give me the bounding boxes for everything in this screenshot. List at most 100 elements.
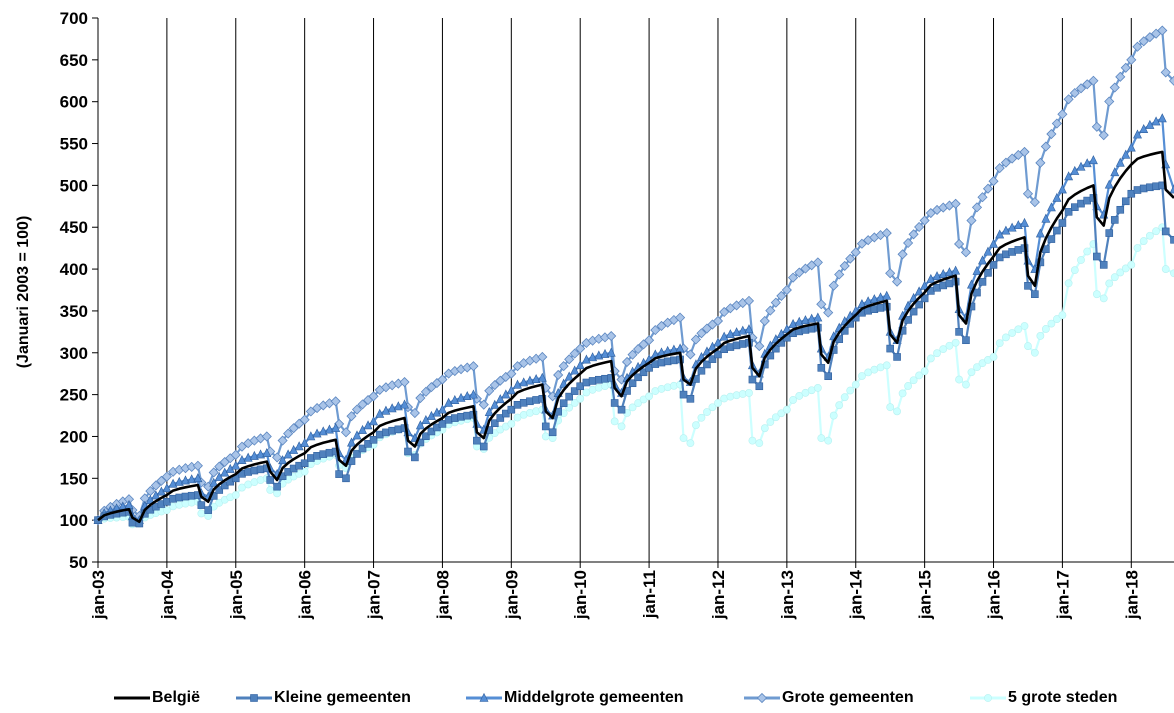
data-point — [156, 475, 167, 486]
data-point — [351, 404, 363, 415]
data-point — [335, 470, 343, 478]
data-point — [782, 405, 791, 414]
vertical-gridlines — [166, 18, 1132, 562]
data-point — [558, 361, 569, 372]
data-point — [1139, 237, 1148, 245]
data-point — [193, 473, 203, 483]
data-point — [1008, 329, 1017, 337]
y-axis-label: (Januari 2003 = 100) — [15, 216, 32, 369]
data-point — [209, 477, 219, 487]
data-point — [978, 255, 987, 265]
data-point — [639, 368, 648, 377]
data-point — [926, 273, 936, 283]
data-point — [914, 286, 924, 296]
data-point — [610, 417, 619, 426]
data-point — [506, 385, 516, 395]
data-point — [1007, 153, 1018, 164]
data-point — [812, 257, 823, 268]
data-point — [346, 411, 357, 422]
data-point — [1051, 118, 1062, 129]
data-point — [1024, 342, 1032, 350]
x-tick-label: jan-13 — [778, 570, 797, 620]
data-point — [1127, 260, 1136, 269]
data-point — [1058, 311, 1067, 320]
data-point — [570, 365, 580, 375]
data-point — [824, 372, 832, 381]
data-point — [1133, 244, 1142, 252]
data-point — [834, 269, 845, 280]
data-point — [538, 394, 547, 403]
data-point — [1075, 83, 1087, 94]
data-point — [272, 452, 283, 463]
data-point — [559, 378, 569, 388]
data-point — [770, 297, 781, 308]
y-tick-label: 450 — [60, 218, 88, 237]
data-point — [973, 363, 981, 372]
data-point — [882, 361, 891, 370]
data-point — [553, 369, 564, 381]
data-point — [972, 265, 982, 275]
data-point — [690, 334, 701, 345]
data-point — [331, 422, 341, 432]
x-tick-label: jan-15 — [916, 570, 935, 620]
data-point — [971, 202, 983, 213]
data-point — [420, 386, 431, 397]
data-point — [266, 486, 275, 494]
data-point — [903, 237, 914, 249]
data-point — [697, 366, 706, 375]
data-point — [300, 467, 309, 476]
data-point — [851, 380, 860, 389]
data-point — [1160, 67, 1171, 78]
legend-item: Kleine gemeenten — [236, 686, 411, 710]
data-point — [513, 379, 523, 389]
data-point — [634, 399, 642, 407]
data-point — [548, 428, 557, 437]
data-point — [324, 424, 334, 434]
x-tick-label: jan-08 — [433, 570, 452, 620]
data-point — [708, 355, 717, 363]
data-point — [966, 215, 977, 226]
data-point — [881, 228, 892, 239]
data-point — [977, 192, 988, 203]
data-point — [1126, 142, 1136, 152]
data-point — [468, 389, 478, 399]
data-point — [1120, 62, 1131, 73]
data-point — [537, 351, 548, 363]
data-point — [484, 407, 494, 416]
series-grote-gemeenten — [92, 25, 1174, 526]
data-point — [920, 280, 930, 290]
data-point — [893, 353, 901, 361]
data-point — [1036, 332, 1045, 340]
data-point — [962, 336, 970, 345]
data-point — [576, 394, 585, 403]
data-point — [714, 350, 722, 359]
axes — [97, 18, 1174, 563]
data-point — [909, 292, 919, 302]
data-point — [800, 315, 810, 325]
legend-label: België — [152, 689, 201, 706]
data-point — [1161, 227, 1170, 236]
data-point — [955, 328, 963, 336]
data-point — [1104, 179, 1114, 189]
data-point — [1076, 161, 1086, 171]
data-point — [1116, 268, 1125, 277]
data-point — [364, 440, 372, 448]
data-point — [983, 246, 993, 256]
data-point — [839, 260, 850, 271]
data-point — [1014, 325, 1023, 334]
data-point — [617, 422, 626, 431]
data-point — [995, 339, 1004, 348]
data-point — [214, 461, 225, 472]
data-point — [300, 437, 310, 447]
data-point — [192, 460, 203, 471]
data-point — [353, 450, 361, 458]
data-point — [427, 427, 436, 436]
data-point — [973, 288, 981, 297]
data-point — [1064, 171, 1074, 181]
x-tick-label: jan-17 — [1053, 570, 1072, 620]
data-point — [984, 269, 992, 277]
data-point — [249, 450, 259, 460]
data-point — [1041, 213, 1051, 223]
data-point — [1002, 333, 1010, 342]
data-point — [278, 455, 288, 465]
